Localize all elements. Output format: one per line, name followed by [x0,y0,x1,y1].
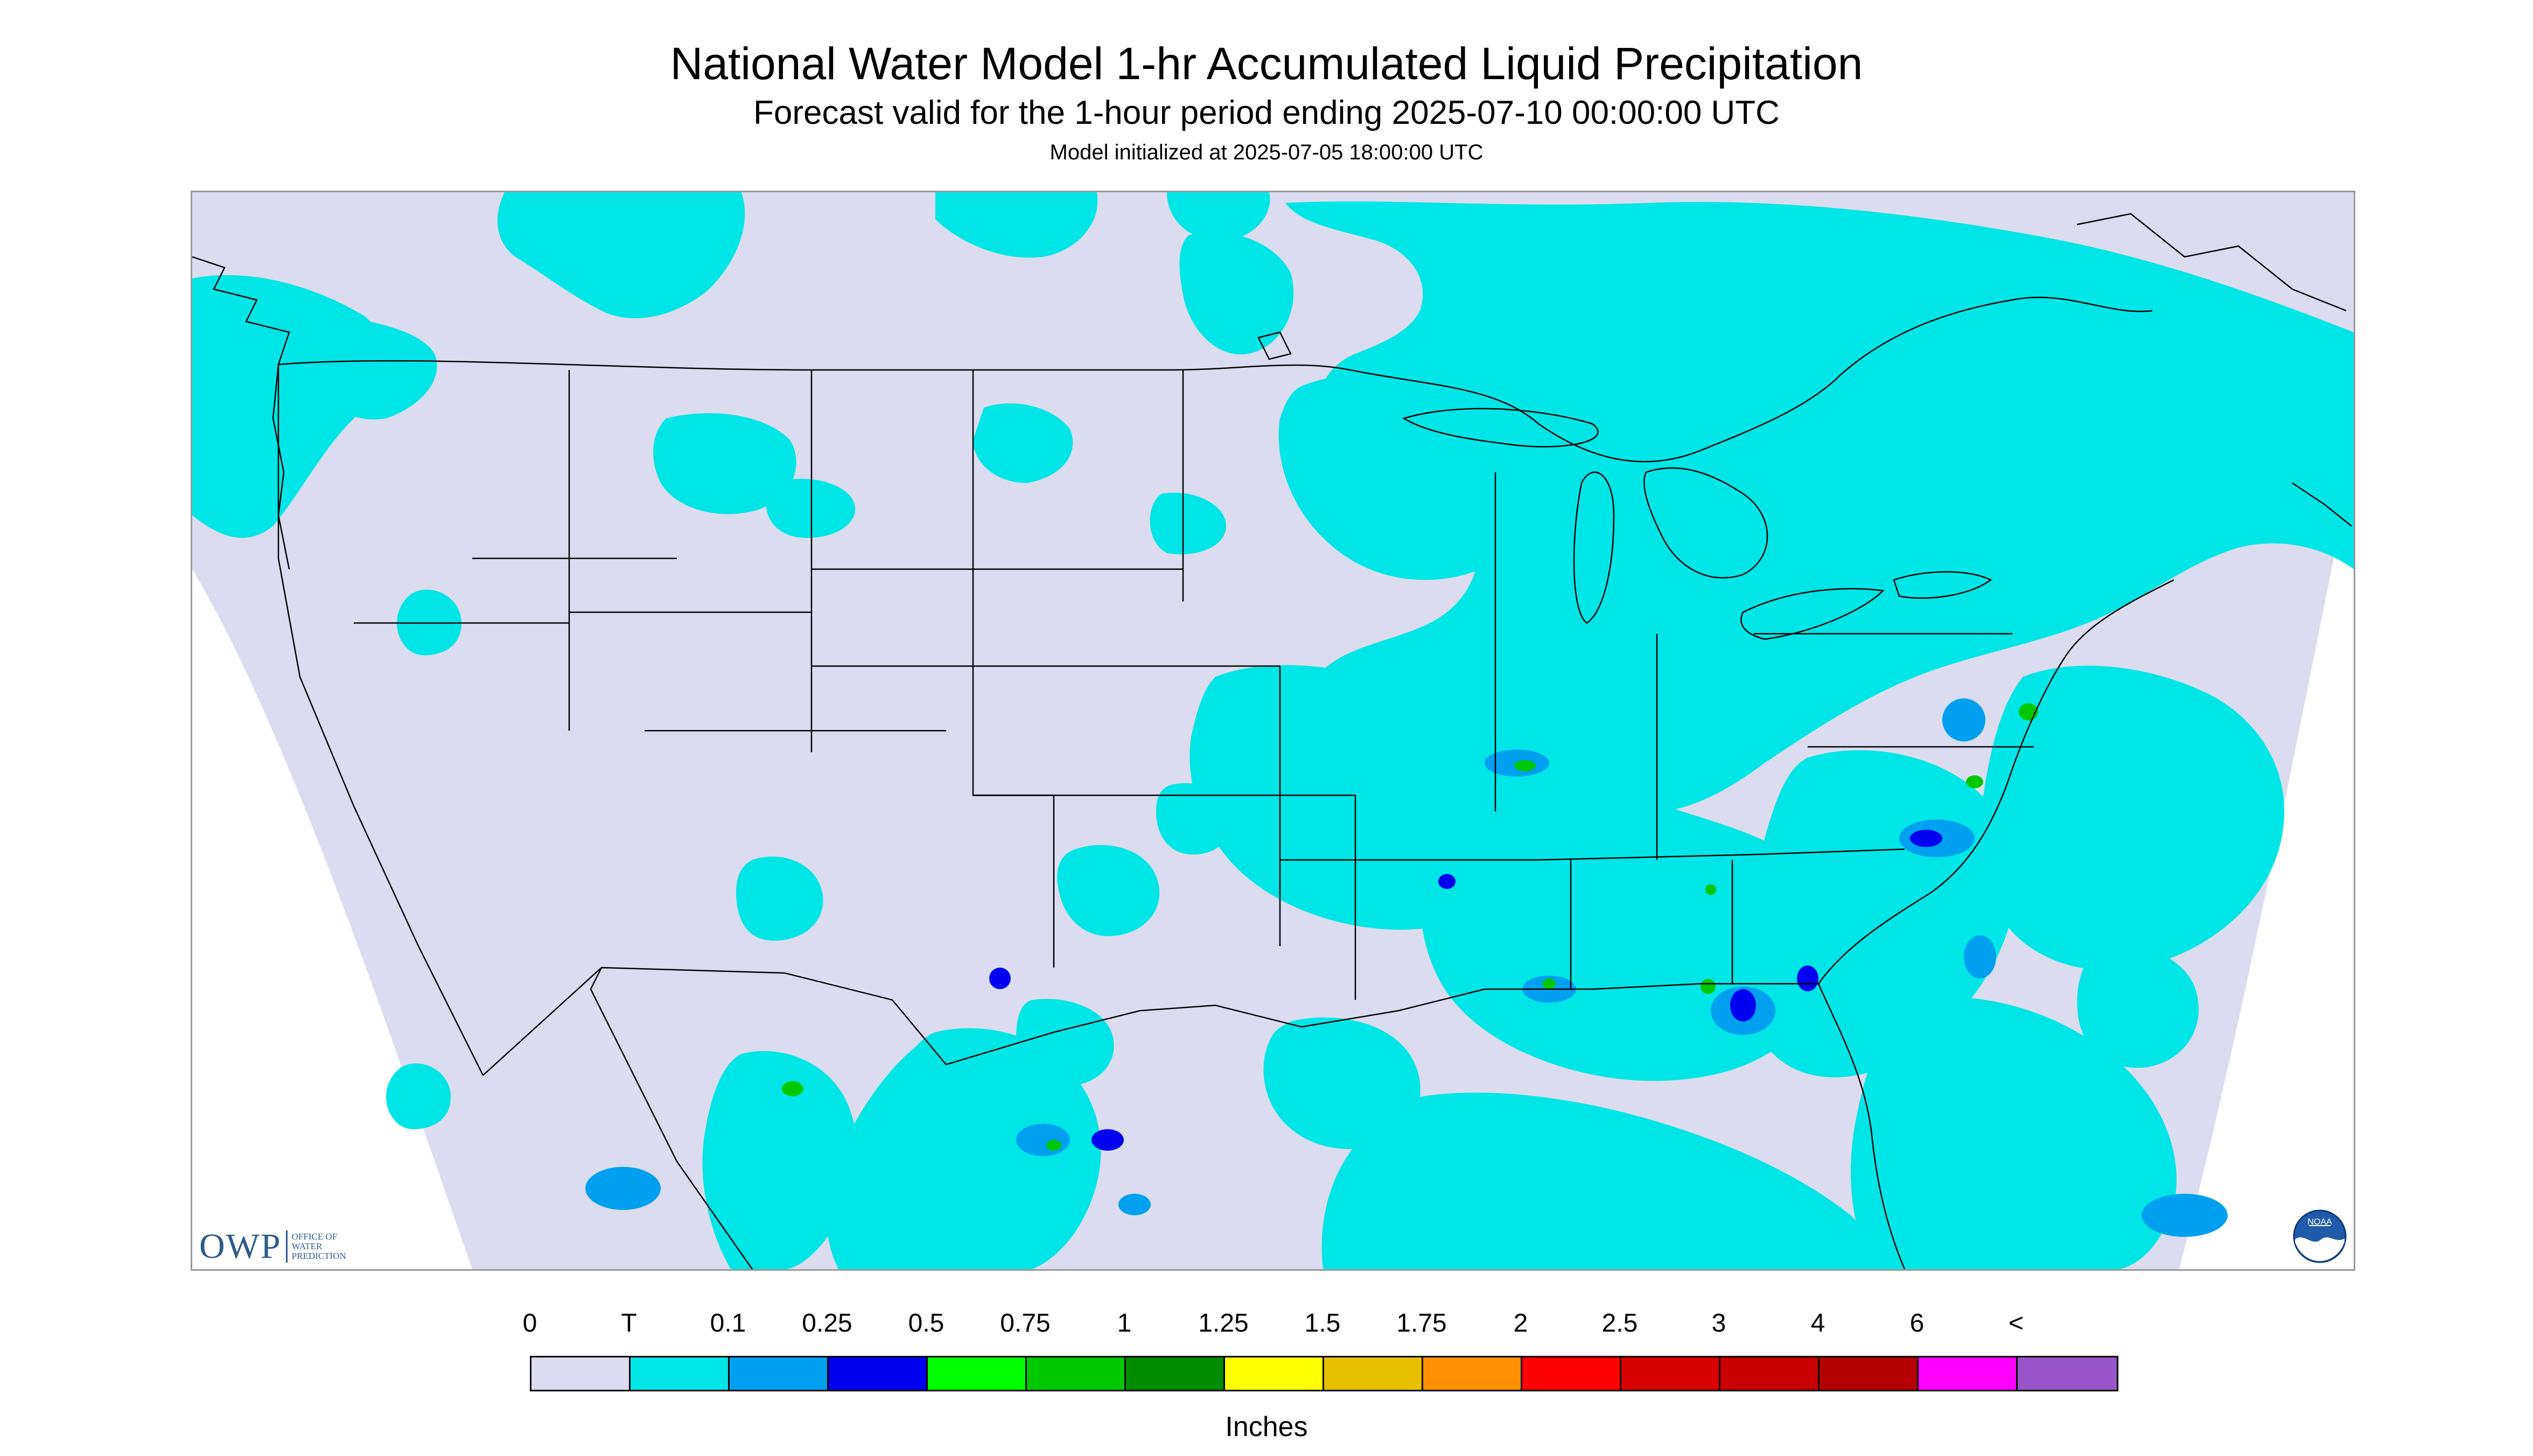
legend-swatch [730,1357,829,1390]
legend-label: 1.25 [1198,1309,1249,1338]
legend-swatch [1820,1357,1919,1390]
legend-label: < [2008,1309,2024,1338]
model-init-time: Model initialized at 2025-07-05 18:00:00… [1049,141,1484,164]
legend-swatch [1225,1357,1324,1390]
legend-label: 0.75 [1000,1309,1051,1338]
legend-label: 0.5 [908,1309,944,1338]
legend-label: 0.25 [802,1309,852,1338]
legend-swatch [1027,1357,1126,1390]
legend-label: 6 [1909,1309,1925,1338]
moderate-precip-areas [989,830,1942,1151]
great-lakes [1402,408,1992,640]
owp-logo-text: OWP [199,1227,282,1266]
legend-label: 2 [1513,1309,1528,1338]
legend-label: 2.5 [1601,1309,1638,1338]
noaa-logo-icon: NOAA [2293,1209,2347,1263]
legend-label: 1.5 [1304,1309,1341,1338]
legend-color-bar [530,1356,2118,1391]
legend-swatch [631,1357,730,1390]
legend-label: 0.1 [710,1309,746,1338]
legend-swatch [1522,1357,1621,1390]
legend-swatch [829,1357,928,1390]
legend-label: 0 [522,1309,537,1338]
legend-label: 3 [1711,1309,1726,1338]
map-title: National Water Model 1-hr Accumulated Li… [670,38,1863,89]
noaa-logo: NOAA [2293,1209,2347,1263]
legend-label: 4 [1810,1309,1825,1338]
owp-logo-subtext: OFFICE OF WATER PREDICTION [291,1231,346,1261]
legend-swatch [928,1357,1027,1390]
legend-swatch [1423,1357,1522,1390]
precipitation-map [191,191,2355,1271]
map-canvas [192,192,2354,1269]
legend-swatch [2018,1357,2117,1390]
legend-label: T [621,1309,637,1338]
legend-swatch [1621,1357,1720,1390]
heavy-precip-areas [782,703,2038,1151]
owp-logo: OWP OFFICE OF WATER PREDICTION [199,1227,346,1266]
legend-swatch [1324,1357,1423,1390]
legend-units: Inches [1225,1411,1308,1443]
coastlines [192,213,2352,570]
trace-precip-areas [192,192,2354,1269]
map-subtitle: Forecast valid for the 1-hour period end… [753,94,1780,131]
legend-swatch [1126,1357,1225,1390]
legend-label: 1.75 [1396,1309,1447,1338]
legend-swatch [1919,1357,2018,1390]
legend-labels: 0 T 0.1 0.25 0.5 0.75 1 1.25 1.5 1.75 2 2.5 3 4 6 < [0,1307,2533,1345]
legend-swatch [1720,1357,1820,1390]
legend-label: 1 [1117,1309,1132,1338]
svg-text:NOAA: NOAA [2307,1217,2332,1227]
legend-swatch [531,1357,631,1390]
boundaries [277,296,2174,1269]
